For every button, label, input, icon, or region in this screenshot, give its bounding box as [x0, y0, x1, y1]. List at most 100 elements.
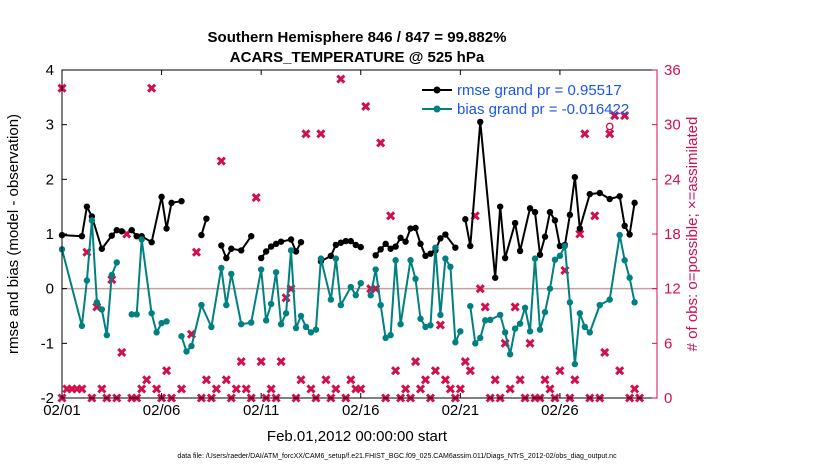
obs-x-stroke — [455, 384, 465, 394]
series-point — [541, 308, 549, 316]
series-point — [297, 239, 305, 246]
series-point — [412, 275, 419, 283]
x-axis-label: Feb.01,2012 00:00:00 start — [267, 428, 448, 445]
series-point — [337, 301, 345, 309]
series-point — [531, 208, 539, 216]
series-point — [277, 321, 285, 328]
series-point — [477, 334, 484, 342]
series-point — [337, 239, 345, 246]
legend-marker — [433, 86, 441, 94]
obs-assimilated-marker — [301, 129, 311, 139]
series-point — [277, 238, 285, 245]
series-point — [606, 195, 613, 203]
series-point — [133, 311, 140, 318]
y-right-tick-label: 30 — [664, 117, 681, 134]
obs-x-stroke — [480, 302, 490, 312]
series-point — [402, 238, 409, 245]
series-point — [526, 328, 534, 335]
obs-x-stroke — [510, 302, 520, 312]
obs-assimilated-marker — [460, 356, 470, 367]
series-point — [138, 236, 145, 243]
series-point — [407, 257, 414, 264]
obs-x-stroke — [176, 384, 187, 394]
obs-assimilated-marker — [386, 211, 396, 221]
series-point — [262, 248, 270, 255]
obs-assimilated-marker — [435, 320, 445, 330]
series-point — [477, 118, 484, 126]
obs-assimilated-marker — [241, 384, 251, 394]
series-point — [108, 232, 115, 239]
series-point — [487, 316, 494, 324]
obs-x-stroke — [137, 384, 147, 394]
obs-x-stroke — [386, 211, 396, 221]
obs-assimilated-marker — [610, 110, 620, 121]
series-point — [551, 256, 559, 263]
obs-possible-marker — [605, 122, 614, 131]
series-point — [332, 255, 340, 262]
series-point — [113, 259, 120, 266]
obs-x-stroke — [211, 384, 221, 394]
obs-x-stroke — [555, 366, 565, 376]
series-point — [148, 310, 155, 317]
series-point — [432, 244, 439, 251]
series-point — [382, 334, 389, 342]
series-point — [427, 322, 434, 329]
plot-area — [62, 70, 657, 398]
series-point — [248, 319, 255, 326]
series-point — [382, 240, 389, 248]
obs-x-stroke — [630, 384, 640, 394]
obs-assimilated-marker — [77, 384, 87, 394]
obs-assimilated-marker — [117, 347, 127, 358]
series-point — [248, 232, 255, 240]
series-point — [287, 236, 295, 243]
series-point — [228, 245, 235, 252]
series-point — [457, 328, 464, 335]
series-point — [297, 312, 305, 320]
series-point — [452, 244, 459, 251]
obs-assimilated-marker — [296, 375, 306, 385]
obs-assimilated-marker — [615, 366, 625, 376]
obs-assimilated-marker — [490, 375, 500, 385]
series-point — [287, 247, 295, 254]
series-point — [566, 211, 574, 219]
series-point — [118, 228, 125, 235]
series-point — [501, 329, 509, 336]
chart-title: Southern Hemisphere 846 / 847 = 99.882% — [208, 29, 507, 46]
series-point — [596, 189, 603, 197]
obs-x-stroke — [97, 384, 107, 394]
obs-x-stroke — [575, 229, 585, 239]
series-point — [238, 247, 245, 254]
obs-x-stroke — [415, 384, 426, 394]
series-point — [437, 311, 444, 319]
obs-assimilated-marker — [361, 101, 371, 112]
series-point — [352, 241, 359, 249]
series-point — [536, 251, 544, 258]
series-point — [516, 247, 524, 255]
series-point — [427, 250, 434, 257]
series-point — [78, 232, 86, 240]
y-tick-label: 1 — [46, 226, 54, 243]
obs-assimilated-marker — [401, 384, 411, 394]
obs-assimilated-marker — [191, 247, 201, 257]
series-point — [377, 246, 384, 253]
series-point — [541, 233, 549, 240]
series-point — [631, 199, 638, 207]
series-point — [347, 283, 354, 291]
series-point — [272, 240, 280, 248]
series-point — [576, 310, 584, 317]
series-point — [501, 254, 509, 262]
series-point — [208, 323, 215, 331]
footer-data-file: data file: /Users/raeder/DAI/ATM_forcXX/… — [177, 453, 617, 460]
obs-x-stroke — [117, 347, 127, 358]
obs-x-stroke — [610, 110, 620, 121]
series-point — [163, 318, 170, 325]
legend-label: bias grand pr = -0.016422 — [457, 101, 629, 118]
obs-assimilated-marker — [465, 366, 475, 376]
series-point — [188, 342, 195, 350]
obs-assimilated-marker — [415, 384, 426, 394]
obs-x-stroke — [331, 384, 341, 394]
series-point — [407, 225, 414, 232]
series-point — [203, 215, 210, 222]
y-right-tick-label: 6 — [664, 335, 672, 352]
obs-assimilated-marker — [276, 356, 286, 367]
